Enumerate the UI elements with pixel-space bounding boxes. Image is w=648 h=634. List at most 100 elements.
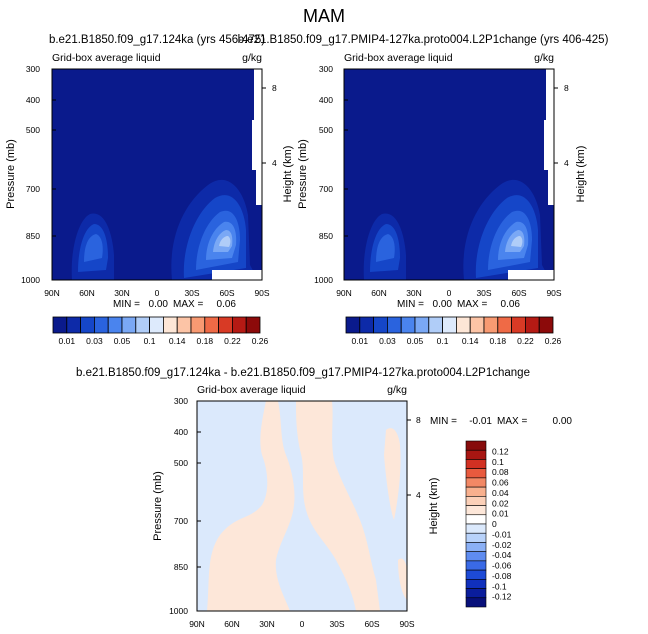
colorbar-difference-swatch xyxy=(465,514,487,525)
panel-3-ylabel: Pressure (mb) xyxy=(152,471,164,541)
panel-1-xtick: 0 xyxy=(155,288,160,298)
panel-1-ytick: 300 xyxy=(26,64,40,74)
colorbar-panel-1-swatch xyxy=(245,316,261,334)
colorbar-difference-label: -0.04 xyxy=(492,550,512,560)
panel-3-ytick: 700 xyxy=(174,516,188,526)
panel-3-stats: MIN = -0.01 MAX = 0.00 xyxy=(430,416,572,427)
colorbar-panel-2-swatch xyxy=(497,316,512,334)
panel-3-height-tick: 4 xyxy=(416,490,421,500)
panel-2-missing-surface xyxy=(508,270,554,280)
colorbar-panel-2-swatch xyxy=(469,316,485,334)
panel-3-max-value: 0.00 xyxy=(553,416,573,427)
colorbar-panel-1-swatch xyxy=(52,316,68,334)
panel-1-missing-top-right xyxy=(252,69,262,205)
colorbar-panel-1-label: 0.14 xyxy=(169,336,186,346)
panel-2-main-blob xyxy=(463,179,550,280)
panel-3-xtick: 60S xyxy=(364,619,379,629)
panel-2-height-tick: 4 xyxy=(564,158,569,168)
panel-3-xtick: 90N xyxy=(189,619,205,629)
panel-3-max-label: MAX = xyxy=(497,416,527,427)
colorbar-difference-swatch xyxy=(465,542,487,552)
panel-2-xtick: 0 xyxy=(447,288,452,298)
colorbar-panel-1-swatch xyxy=(231,316,247,334)
colorbar-panel-1-swatch xyxy=(149,316,164,334)
colorbar-panel-2-swatch xyxy=(483,316,499,334)
colorbar-panel-2-label: 0.22 xyxy=(517,336,534,346)
colorbar-difference-swatch xyxy=(465,459,487,469)
panel-1-left-label: Grid-box average liquid xyxy=(52,52,161,64)
panel-2-ylabel: Pressure (mb) xyxy=(297,139,309,209)
colorbar-difference-label: 0.08 xyxy=(492,467,509,477)
panel-2-stats: MIN = 0.00 MAX = 0.06 xyxy=(397,299,520,310)
panel-2-ytick: 700 xyxy=(319,184,333,194)
panel-2: b.e21.B1850.f09_g17.PMIP4-127ka.proto004… xyxy=(238,34,609,310)
colorbar-panel-1-label: 0.26 xyxy=(252,336,269,346)
colorbar-panel-1-swatch xyxy=(204,316,220,334)
panel-3-ytick: 300 xyxy=(174,396,188,406)
panel-3-min-value: -0.01 xyxy=(469,416,492,427)
colorbar-difference-swatch xyxy=(465,449,487,460)
colorbar-difference-label: -0.12 xyxy=(492,592,512,602)
panel-2-ytick: 300 xyxy=(319,64,333,74)
colorbar-panel-1-swatch xyxy=(162,316,178,334)
colorbar-difference-swatch xyxy=(465,560,487,571)
panel-3-ytick: 1000 xyxy=(169,606,188,616)
colorbar-difference-label: 0.02 xyxy=(492,498,509,508)
colorbar-panel-1-swatch xyxy=(121,316,137,334)
panel-1-x-axis: 90N 60N 30N 0 30S 60S 90S xyxy=(44,288,270,298)
panel-2-frame xyxy=(343,68,555,281)
panel-1-ytick: 1000 xyxy=(21,275,40,285)
colorbar-difference-swatch xyxy=(465,532,487,543)
colorbar-panel-1-label: 0.01 xyxy=(59,336,76,346)
panel-2-min-label: MIN = xyxy=(397,299,424,310)
panel-1-height-tick: 4 xyxy=(272,158,277,168)
panel-1-ytick: 850 xyxy=(26,231,40,241)
colorbar-panel-2-swatch xyxy=(386,316,402,334)
colorbar-panel-2: 0.01 0.03 0.05 0.1 0.14 0.18 0.22 0.26 xyxy=(345,316,562,346)
panel-2-max-label: MAX = xyxy=(457,299,487,310)
colorbar-difference-swatch xyxy=(465,569,487,580)
colorbar-panel-1-swatch xyxy=(190,316,206,334)
colorbar-difference-label: 0.1 xyxy=(492,457,504,467)
panel-3-min-label: MIN = xyxy=(430,416,457,427)
colorbar-panel-2-swatch xyxy=(345,316,361,334)
panel-3-ytick: 500 xyxy=(174,458,188,468)
panel-1-y-axis: 300 400 500 700 850 1000 Pressure (mb) xyxy=(5,64,56,285)
panel-3-x-axis: 90N 60N 30N 0 30S 60S 90S xyxy=(189,619,415,629)
panel-1-plot-area xyxy=(52,69,262,280)
panel-3-positive-regions xyxy=(207,401,407,611)
panel-1-stats: MIN = 0.00 MAX = 0.06 xyxy=(113,299,236,310)
colorbar-difference-label: 0.01 xyxy=(492,509,509,519)
colorbar-panel-1-swatch xyxy=(218,316,233,334)
colorbar-panel-1-label: 0.03 xyxy=(86,336,103,346)
colorbar-difference-swatch xyxy=(465,523,487,534)
panel-1-xtick: 30S xyxy=(184,288,199,298)
colorbar-difference-swatch xyxy=(465,468,487,479)
panel-3-title: b.e21.B1850.f09_g17.124ka - b.e21.B1850.… xyxy=(76,367,530,379)
colorbar-difference-swatch xyxy=(465,597,487,608)
panel-1-frame xyxy=(51,68,263,281)
colorbar-panel-2-swatch xyxy=(414,316,430,334)
panel-2-ytick: 850 xyxy=(319,231,333,241)
panel-3-ytick: 850 xyxy=(174,562,188,572)
panel-1-xtick: 60S xyxy=(219,288,234,298)
colorbar-panel-2-swatch xyxy=(359,316,374,334)
panel-1-min-value: 0.00 xyxy=(149,299,169,310)
panel-2-xtick: 90S xyxy=(546,288,561,298)
panel-2-units: g/kg xyxy=(534,52,554,64)
colorbar-difference-label: -0.02 xyxy=(492,540,512,550)
panel-1: b.e21.B1850.f09_g17.124ka (yrs 456-475) … xyxy=(5,34,294,310)
panel-1-small-blob xyxy=(71,213,114,280)
panel-2-height-tick: 8 xyxy=(564,83,569,93)
panel-1-height-axis: 8 4 Height (km) xyxy=(262,83,294,202)
colorbar-panel-2-swatch xyxy=(511,316,526,334)
panel-1-xtick: 60N xyxy=(79,288,95,298)
colorbar-difference-swatch xyxy=(465,477,487,488)
colorbar-panel-2-label: 0.05 xyxy=(407,336,424,346)
panel-1-min-label: MIN = xyxy=(113,299,140,310)
panel-3-ytick: 400 xyxy=(174,427,188,437)
colorbar-difference-swatch xyxy=(465,505,487,516)
colorbar-difference-label: -0.01 xyxy=(492,529,512,539)
colorbar-panel-2-swatch xyxy=(442,316,457,334)
